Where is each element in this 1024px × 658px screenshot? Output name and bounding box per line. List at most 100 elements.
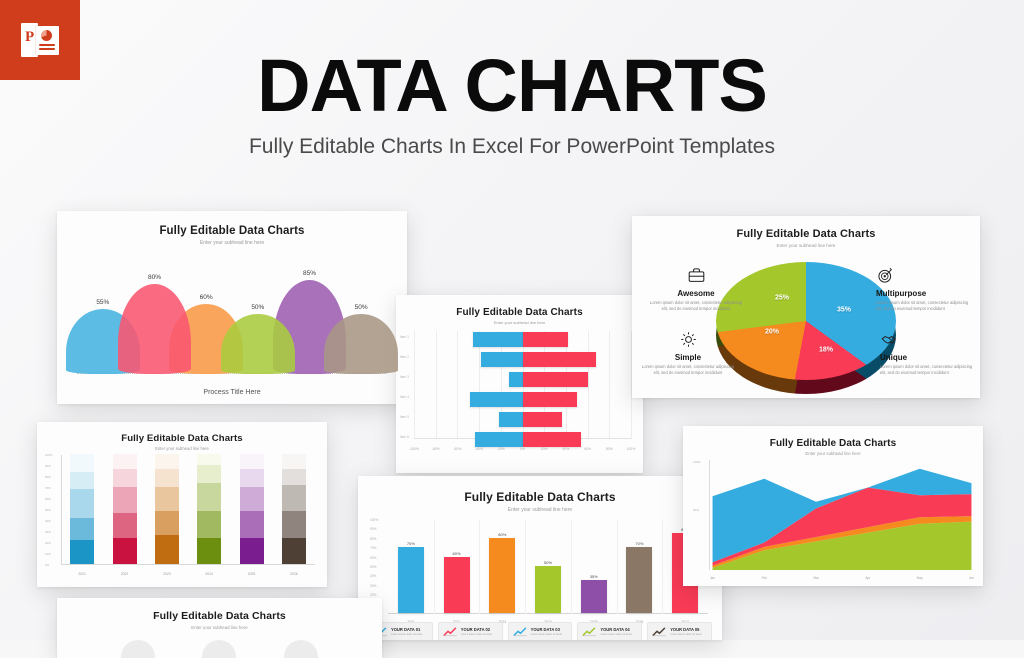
stacked-segment: [197, 454, 222, 465]
stacked-segment: [154, 535, 179, 564]
stacked-y-tick: 70%: [45, 486, 51, 490]
legend-card-title: YOUR DATA 01: [391, 627, 421, 632]
legend-card-3[interactable]: YOUR DATA 03 Lorem ipsum dolor sit amet: [507, 622, 573, 640]
stacked-baseline: [61, 564, 315, 565]
slide-title: Fully Editable Data Charts: [769, 438, 897, 449]
slide-bell-curve[interactable]: Fully Editable Data Charts Enter your su…: [57, 211, 407, 404]
column-y-tick: 60%: [370, 555, 377, 560]
column-value-label: 70%: [635, 541, 644, 547]
powerpoint-line-2: [39, 48, 55, 50]
slide-stacked-columns[interactable]: Fully Editable Data Charts Enter your su…: [37, 422, 327, 587]
stacked-column-2023: 2023: [154, 454, 179, 576]
tornado-y-tick: Item 3: [400, 374, 409, 379]
bell-curve-2: [117, 284, 192, 374]
bell-value-label: 50%: [251, 303, 265, 311]
pie-callout-body: Lorem ipsum dolor sit amet, consectetur …: [641, 364, 735, 375]
legend-card-body: Lorem ipsum dolor sit amet: [391, 633, 423, 636]
stacked-y-tick: 80%: [45, 475, 51, 479]
pie-callout-simple: Simple Lorem ipsum dolor sit amet, consec…: [640, 330, 736, 375]
stacked-segment: [239, 454, 264, 470]
briefcase-icon: [688, 268, 704, 282]
slide-subtitle: Enter your subhead line here: [155, 446, 209, 451]
slide-subtitle: Enter your subhead line here: [191, 625, 248, 630]
slide-partial-bottom[interactable]: Fully Editable Data Charts Enter your su…: [57, 598, 382, 658]
column-bar-fill: [489, 537, 516, 613]
bell-curve-plot: 55% 80% 60% 50% 85% 50%: [66, 259, 398, 374]
tornado-y-tick: Item 2: [400, 354, 409, 359]
area-x-label: Jun: [968, 576, 975, 580]
page-title: DATA CHARTS: [257, 44, 768, 127]
tornado-gridline: [457, 331, 459, 439]
stacked-segment: [281, 484, 306, 512]
tornado-row: [414, 412, 631, 428]
pie-callout-heading: Simple: [674, 353, 702, 362]
area-y-tick: 50%: [693, 507, 700, 512]
tornado-x-tick: -60%: [453, 447, 462, 451]
column-bar-2024: 50%2024: [535, 519, 561, 624]
area-series-orange: [712, 516, 972, 568]
stacked-column-2021: 2021: [70, 454, 95, 576]
gear-icon: [680, 332, 696, 347]
powerpoint-icon: P: [0, 0, 80, 80]
powerpoint-letter: P: [25, 29, 35, 45]
target-icon: [878, 267, 893, 283]
placeholder-circle: [284, 640, 319, 658]
tornado-row: [414, 372, 631, 388]
stacked-y-tick: 40%: [45, 519, 51, 523]
stacked-segment: [281, 537, 306, 564]
area-x-label: May: [916, 576, 923, 580]
stacked-segment: [197, 465, 222, 483]
slide-title: Fully Editable Data Charts: [153, 610, 286, 622]
stacked-y-tick: 0%: [45, 563, 50, 567]
area-x-label: Jan: [709, 576, 716, 580]
stacked-segment: [70, 517, 95, 540]
legend-card-5[interactable]: YOUR DATA 05 Lorem ipsum dolor sit amet: [647, 622, 712, 640]
pie-callout-body: Lorem ipsum dolor sit amet, consectetur …: [649, 300, 743, 311]
column-y-tick: 80%: [370, 536, 377, 541]
stacked-segment: [70, 489, 95, 518]
bell-curve-6: [324, 313, 398, 374]
line-chart-icon: [513, 627, 527, 637]
tornado-left-bar: [472, 332, 523, 348]
slide-tornado-chart[interactable]: Fully Editable Data Charts Enter your su…: [396, 295, 643, 473]
stacked-x-label: 2022: [120, 572, 129, 576]
column-bar-fill: [580, 580, 607, 613]
stacked-segment: [239, 511, 264, 538]
slide-subtitle: Enter your subhead line here: [507, 507, 573, 513]
stacked-segment: [239, 537, 264, 564]
tornado-y-tick: Item 5: [400, 414, 409, 419]
slide-column-chart[interactable]: Fully Editable Data Charts Enter your su…: [358, 476, 722, 640]
tornado-left-bar: [498, 412, 523, 428]
stacked-column-2022: 2022: [112, 454, 137, 576]
stacked-segment: [154, 454, 179, 470]
bell-value-label: 85%: [302, 269, 317, 277]
legend-card-title: YOUR DATA 04: [600, 627, 630, 632]
slide-pie-chart[interactable]: Fully Editable Data Charts Enter your su…: [632, 216, 980, 398]
legend-card-title: YOUR DATA 03: [530, 627, 560, 632]
tornado-x-tick: -40%: [475, 447, 484, 451]
tornado-x-tick: 100%: [626, 447, 636, 451]
stacked-x-label: 2026: [290, 572, 298, 576]
bell-value-label: 60%: [199, 293, 213, 301]
page-subtitle: Fully Editable Charts In Excel For Power…: [248, 135, 775, 158]
column-bar-2023: 80%2023: [489, 519, 516, 624]
stacked-columns-plot: 0% 10% 20% 30% 40% 50% 60% 70% 80% 90% 100% 2021 20…: [45, 453, 315, 576]
tornado-gridline: [500, 331, 502, 439]
tornado-row: [414, 352, 631, 368]
slide-title: Fully Editable Data Charts: [464, 490, 616, 504]
placeholder-circle: [202, 640, 237, 658]
slide-area-chart[interactable]: Fully Editable Data Charts Enter your su…: [683, 426, 983, 586]
stacked-segment: [70, 454, 95, 472]
column-value-label: 60%: [452, 550, 461, 556]
legend-card-4[interactable]: YOUR DATA 04 Lorem ipsum dolor sit amet: [577, 622, 643, 640]
column-bar-2022: 60%2022: [443, 519, 470, 624]
tornado-x-tick: -80%: [431, 447, 440, 451]
legend-card-2[interactable]: YOUR DATA 02 Lorem ipsum dolor sit amet: [437, 622, 503, 640]
bell-axis: [77, 373, 387, 374]
column-bar-fill: [535, 566, 561, 613]
stacked-segment: [112, 454, 137, 470]
pie-callout-heading: Unique: [880, 353, 908, 362]
column-y-tick: 40%: [370, 574, 377, 579]
area-y-tick: 100%: [693, 460, 701, 465]
pie-callout-multipurpose: Multipurpose Lorem ipsum dolor sit amet, …: [876, 266, 972, 311]
